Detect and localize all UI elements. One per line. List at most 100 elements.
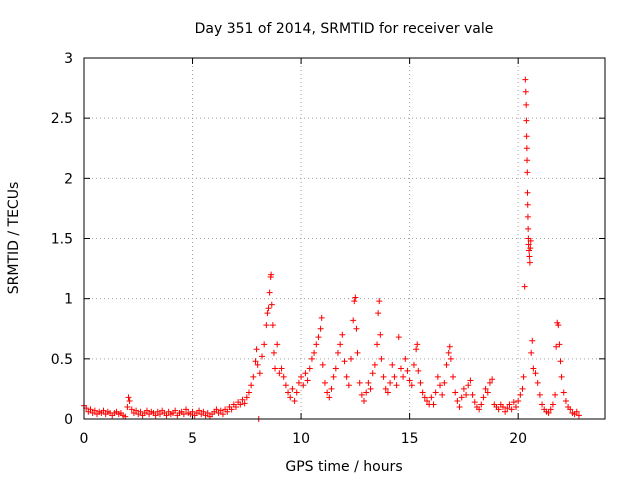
series-points <box>81 76 582 422</box>
data-point <box>547 406 554 413</box>
data-point <box>163 412 170 419</box>
data-point <box>265 305 272 312</box>
data-point <box>526 259 533 266</box>
y-tick-label: 0 <box>64 412 73 428</box>
data-point <box>387 379 394 386</box>
data-point <box>245 389 252 396</box>
data-point <box>280 373 287 380</box>
data-point <box>91 407 98 414</box>
data-point <box>196 407 203 414</box>
data-point <box>515 397 522 404</box>
data-point <box>417 379 424 386</box>
data-point <box>415 367 422 374</box>
data-point <box>358 391 365 398</box>
data-point <box>410 361 417 368</box>
data-point <box>446 343 453 350</box>
y-tick-label: 0.5 <box>51 352 73 368</box>
data-point <box>456 403 463 410</box>
data-point <box>241 400 248 407</box>
data-point <box>353 325 360 332</box>
data-point <box>224 408 231 415</box>
data-point <box>545 409 552 416</box>
data-point <box>434 373 441 380</box>
data-point <box>219 411 226 418</box>
data-point <box>404 367 411 374</box>
data-point <box>291 397 298 404</box>
data-point <box>270 349 277 356</box>
data-point <box>183 406 190 413</box>
data-point <box>133 407 140 414</box>
data-point <box>378 355 385 362</box>
data-point <box>389 361 396 368</box>
data-point <box>525 225 532 232</box>
x-tick-label: 15 <box>401 431 419 447</box>
data-point <box>521 283 528 290</box>
x-tick-label: 5 <box>188 431 197 447</box>
x-tick-labels: 0 5 10 15 20 <box>80 431 528 447</box>
data-point <box>463 391 470 398</box>
data-point <box>478 401 485 408</box>
data-point <box>523 133 530 140</box>
data-point <box>237 401 244 408</box>
data-point <box>363 389 370 396</box>
data-point <box>337 341 344 348</box>
y-tick-label: 3 <box>64 51 73 67</box>
data-point <box>330 373 337 380</box>
data-point <box>289 385 296 392</box>
data-point <box>553 343 560 350</box>
data-point <box>447 355 454 362</box>
data-point <box>313 341 320 348</box>
data-point <box>311 349 318 356</box>
data-point <box>128 406 135 413</box>
data-point <box>137 408 144 415</box>
data-point <box>326 394 333 401</box>
data-point <box>200 408 207 415</box>
data-point <box>263 322 270 329</box>
data-point <box>517 391 524 398</box>
data-point <box>350 317 357 324</box>
data-point <box>512 403 519 410</box>
data-point <box>380 373 387 380</box>
data-point <box>354 349 361 356</box>
data-point <box>575 412 582 419</box>
data-point <box>414 341 421 348</box>
data-point <box>558 373 565 380</box>
data-point <box>274 341 281 348</box>
data-point <box>510 399 517 406</box>
data-point <box>374 341 381 348</box>
data-point <box>285 389 292 396</box>
data-point <box>557 358 564 365</box>
data-point <box>522 88 529 95</box>
data-point <box>562 397 569 404</box>
data-point <box>522 76 529 83</box>
data-point <box>213 406 220 413</box>
data-point <box>250 373 257 380</box>
data-point <box>432 389 439 396</box>
data-point <box>172 407 179 414</box>
data-point <box>552 391 559 398</box>
data-point <box>156 411 163 418</box>
data-point <box>228 406 235 413</box>
data-point <box>430 401 437 408</box>
data-point <box>302 370 309 377</box>
data-point <box>295 379 302 386</box>
data-point <box>269 322 276 329</box>
data-point <box>345 382 352 389</box>
data-point <box>143 407 150 414</box>
data-point <box>339 331 346 338</box>
data-point <box>467 377 474 384</box>
data-point <box>393 382 400 389</box>
data-point <box>437 382 444 389</box>
data-point <box>529 337 536 344</box>
data-point <box>254 361 261 368</box>
data-point <box>328 385 335 392</box>
data-point <box>308 355 315 362</box>
data-point <box>87 406 94 413</box>
data-point <box>402 355 409 362</box>
data-point <box>268 271 275 278</box>
data-point <box>465 382 472 389</box>
data-point <box>369 370 376 377</box>
data-point <box>524 157 531 164</box>
data-point <box>523 117 530 124</box>
data-point <box>524 169 531 176</box>
